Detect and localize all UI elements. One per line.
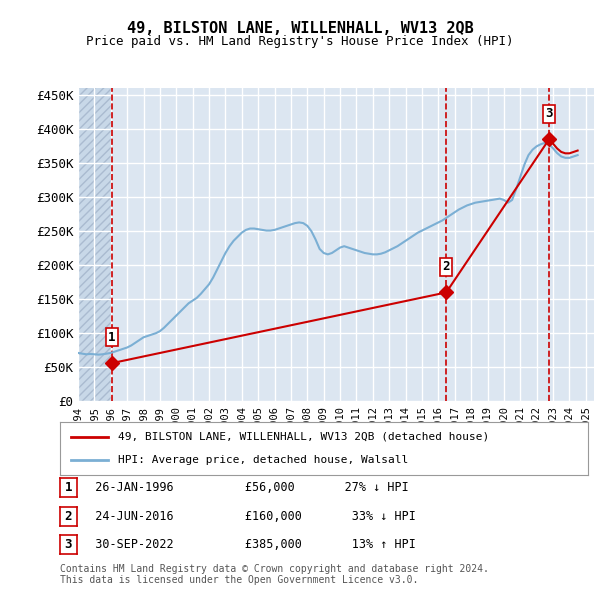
Bar bbox=[78, 88, 112, 401]
Text: Contains HM Land Registry data © Crown copyright and database right 2024.
This d: Contains HM Land Registry data © Crown c… bbox=[60, 563, 489, 585]
Text: 1: 1 bbox=[65, 481, 72, 494]
Text: 3: 3 bbox=[65, 538, 72, 551]
Text: 2: 2 bbox=[442, 260, 450, 273]
Text: 2: 2 bbox=[65, 510, 72, 523]
Text: HPI: Average price, detached house, Walsall: HPI: Average price, detached house, Wals… bbox=[118, 455, 409, 465]
Text: 49, BILSTON LANE, WILLENHALL, WV13 2QB: 49, BILSTON LANE, WILLENHALL, WV13 2QB bbox=[127, 21, 473, 35]
Text: 24-JUN-2016          £160,000       33% ↓ HPI: 24-JUN-2016 £160,000 33% ↓ HPI bbox=[81, 510, 416, 523]
Text: 3: 3 bbox=[545, 107, 553, 120]
Text: 49, BILSTON LANE, WILLENHALL, WV13 2QB (detached house): 49, BILSTON LANE, WILLENHALL, WV13 2QB (… bbox=[118, 432, 490, 442]
Text: 26-JAN-1996          £56,000       27% ↓ HPI: 26-JAN-1996 £56,000 27% ↓ HPI bbox=[81, 481, 409, 494]
Text: 30-SEP-2022          £385,000       13% ↑ HPI: 30-SEP-2022 £385,000 13% ↑ HPI bbox=[81, 538, 416, 551]
Text: Price paid vs. HM Land Registry's House Price Index (HPI): Price paid vs. HM Land Registry's House … bbox=[86, 35, 514, 48]
Text: 1: 1 bbox=[108, 331, 116, 344]
